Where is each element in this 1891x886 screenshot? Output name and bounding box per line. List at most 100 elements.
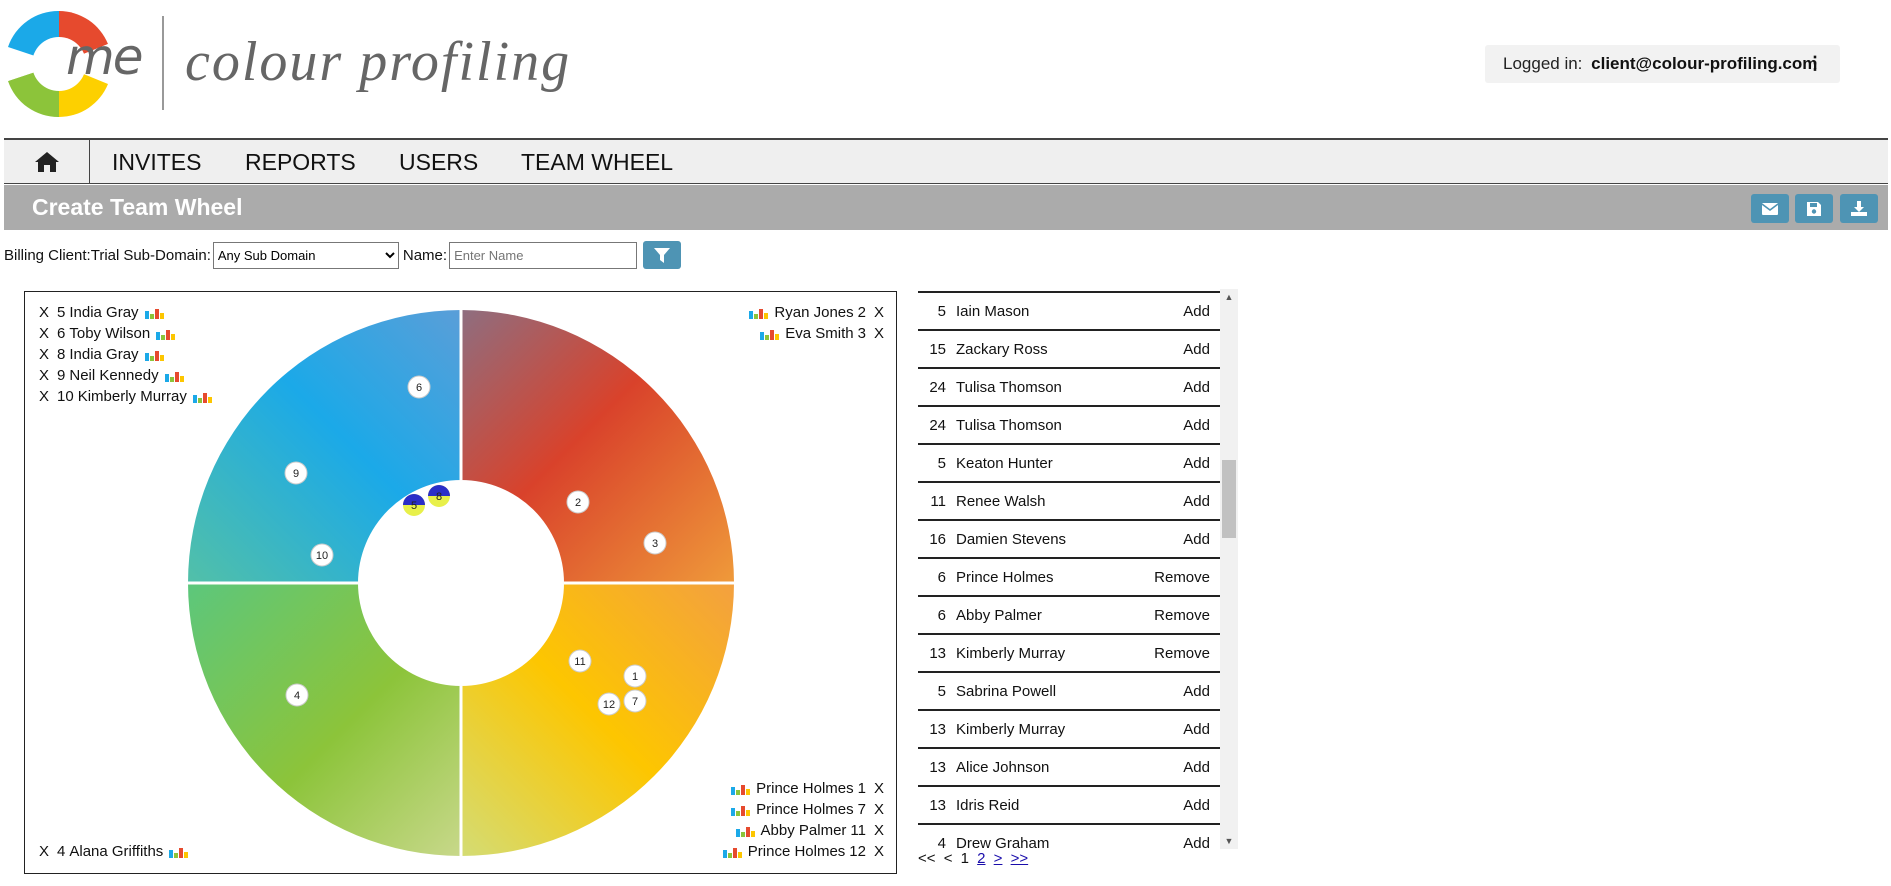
list-item-number: 6: [937, 606, 946, 624]
list-item-action-button[interactable]: Add: [1183, 378, 1210, 396]
wheel-marker[interactable]: 10: [310, 543, 334, 567]
pager-page-2[interactable]: 2: [977, 850, 986, 867]
remove-x-button[interactable]: X: [873, 304, 884, 321]
wheel-marker[interactable]: 2: [566, 490, 590, 514]
nav-reports[interactable]: REPORTS: [245, 149, 356, 175]
remove-x-button[interactable]: X: [873, 780, 884, 797]
legend-entry: X 9 Neil Kennedy: [39, 365, 214, 386]
pager-next[interactable]: >: [993, 850, 1003, 867]
legend-top-left: X 5 India Gray X 6 Toby Wilson X 8 India Gray X 9 N…: [39, 302, 214, 407]
list-item-action-button[interactable]: Add: [1183, 302, 1210, 320]
list-item-action-button[interactable]: Remove: [1154, 568, 1210, 586]
wheel-marker-dot: [310, 543, 334, 567]
list-item-action-button[interactable]: Add: [1183, 454, 1210, 472]
filter-row: Billing Client: Trial Sub-Domain: Any Su…: [4, 240, 682, 270]
nav-home-button[interactable]: [4, 140, 90, 184]
legend-number: 11: [850, 822, 866, 839]
profile-mini-chart-icon: [749, 307, 769, 319]
wheel-marker[interactable]: 12: [597, 692, 621, 716]
legend-name: Prince Holmes: [747, 843, 846, 860]
logo-divider: [162, 16, 164, 110]
scroll-thumb[interactable]: [1222, 460, 1236, 538]
list-item-name: Tulisa Thomson: [956, 378, 1062, 396]
profile-mini-chart-icon: [731, 783, 751, 795]
pager: << < 1 2 > >>: [918, 850, 1032, 867]
name-input[interactable]: [449, 241, 638, 269]
list-item-action-button[interactable]: Add: [1183, 530, 1210, 548]
legend-name: India Gray: [69, 304, 139, 321]
legend-number: 3: [857, 325, 866, 342]
list-item-action-button[interactable]: Add: [1183, 796, 1210, 814]
wheel-marker[interactable]: 1: [623, 664, 647, 688]
legend-number: 6: [57, 325, 66, 342]
wheel-marker[interactable]: 11: [568, 649, 592, 673]
logo-me-text: me: [66, 28, 143, 86]
remove-x-button[interactable]: X: [39, 388, 50, 405]
nav-users[interactable]: USERS: [399, 149, 479, 175]
email-button[interactable]: [1751, 194, 1789, 223]
remove-x-button[interactable]: X: [39, 843, 50, 860]
home-icon: [34, 152, 59, 172]
scroll-up-arrow-icon[interactable]: ▲: [1224, 292, 1234, 302]
list-item-number: 16: [929, 530, 946, 548]
wheel-marker[interactable]: 6: [407, 375, 431, 399]
remove-x-button[interactable]: X: [39, 304, 50, 321]
wheel-marker[interactable]: 3: [643, 531, 667, 555]
list-item: 13 Kimberly Murray Remove: [918, 633, 1220, 671]
wheel-marker-shade: [403, 494, 425, 505]
wheel-marker[interactable]: 8: [428, 485, 450, 507]
download-button[interactable]: [1840, 194, 1878, 223]
remove-x-button[interactable]: X: [873, 325, 884, 342]
list-item: 4 Drew Graham Add: [918, 823, 1220, 849]
list-item-action-button[interactable]: Add: [1183, 834, 1210, 850]
list-scrollbar[interactable]: ▲ ▼: [1220, 289, 1238, 849]
list-item-action-button[interactable]: Add: [1183, 416, 1210, 434]
list-item-number: 13: [929, 758, 946, 776]
remove-x-button[interactable]: X: [873, 843, 884, 860]
list-item-number: 15: [929, 340, 946, 358]
pager-prev[interactable]: <: [943, 850, 953, 867]
list-item-action-button[interactable]: Add: [1183, 682, 1210, 700]
remove-x-button[interactable]: X: [873, 801, 884, 818]
list-item: 15 Zackary Ross Add: [918, 329, 1220, 367]
header: me colour profiling Logged in: client@co…: [0, 0, 1891, 138]
nav-invites[interactable]: INVITES: [112, 149, 202, 175]
remove-x-button[interactable]: X: [873, 822, 884, 839]
filter-button[interactable]: [643, 241, 682, 269]
pager-last[interactable]: >>: [1010, 850, 1029, 867]
list-item-name: Iain Mason: [956, 302, 1030, 320]
legend-number: 5: [57, 304, 66, 321]
user-account-box[interactable]: Logged in: client@colour-profiling.com ⋮: [1485, 45, 1840, 83]
wheel-marker[interactable]: 5: [403, 494, 425, 516]
list-item-action-button[interactable]: Add: [1183, 720, 1210, 738]
list-item-action-button[interactable]: Add: [1183, 758, 1210, 776]
legend-name: India Gray: [69, 346, 139, 363]
list-item: 5 Sabrina Powell Add: [918, 671, 1220, 709]
subdomain-select[interactable]: Any Sub Domain: [212, 241, 399, 269]
profile-mini-chart-icon: [735, 825, 755, 837]
wheel-marker[interactable]: 9: [284, 461, 308, 485]
list-item-action-button[interactable]: Remove: [1154, 644, 1210, 662]
remove-x-button[interactable]: X: [39, 367, 50, 384]
list-item: 6 Prince Holmes Remove: [918, 557, 1220, 595]
scroll-down-arrow-icon[interactable]: ▼: [1224, 836, 1234, 846]
wheel-marker[interactable]: 4: [285, 683, 309, 707]
remove-x-button[interactable]: X: [39, 346, 50, 363]
wheel-marker[interactable]: 7: [623, 689, 647, 713]
save-button[interactable]: [1795, 194, 1833, 223]
remove-x-button[interactable]: X: [39, 325, 50, 342]
list-item-action-button[interactable]: Add: [1183, 492, 1210, 510]
legend-top-right: Ryan Jones 2 X Eva Smith 3 X: [747, 302, 884, 344]
main-nav: INVITES REPORTS USERS TEAM WHEEL: [4, 138, 1888, 184]
list-item-action-button[interactable]: Remove: [1154, 606, 1210, 624]
more-menu-icon[interactable]: ⋮: [1806, 53, 1824, 73]
list-item-action-button[interactable]: Add: [1183, 340, 1210, 358]
list-item-name: Sabrina Powell: [956, 682, 1057, 700]
wheel-marker-shade: [428, 485, 450, 496]
nav-team-wheel[interactable]: TEAM WHEEL: [521, 149, 674, 175]
list-item: 13 Alice Johnson Add: [918, 747, 1220, 785]
list-item: 13 Kimberly Murray Add: [918, 709, 1220, 747]
list-item-name: Zackary Ross: [956, 340, 1048, 358]
pager-first[interactable]: <<: [918, 850, 936, 867]
subdomain-label: Sub-Domain:: [123, 246, 211, 264]
